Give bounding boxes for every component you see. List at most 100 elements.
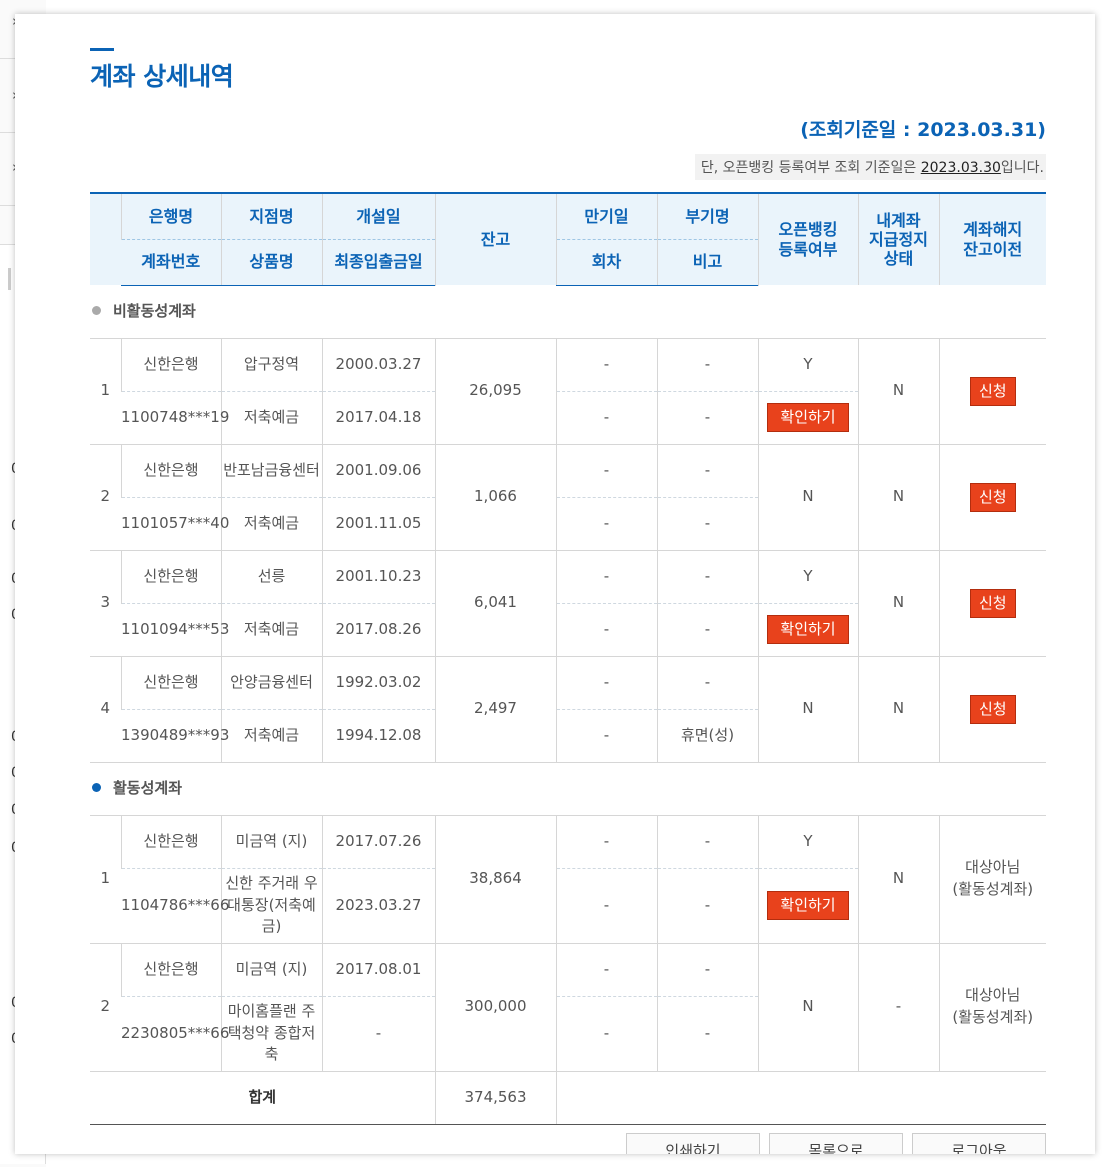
openbanking-status: Y — [757, 338, 858, 392]
balance: 26,095 — [434, 338, 556, 445]
note-suffix: 입니다. — [1000, 160, 1044, 176]
maturity: - — [555, 815, 657, 869]
apply-button[interactable]: 신청 — [969, 482, 1016, 512]
transfer-cell: 신청 — [938, 444, 1046, 551]
apply-button[interactable]: 신청 — [969, 588, 1016, 618]
account-table: 은행명 지점명 개설일 잔고 만기일 부기명 오픈뱅킹 등록여부 내계좌 지급정지 상… — [90, 192, 1046, 1125]
confirm-button[interactable]: 확인하기 — [767, 891, 849, 920]
remark: - — [656, 868, 758, 944]
account-number: 2230805***66 — [121, 996, 229, 1072]
maturity: - — [555, 943, 657, 997]
not-applicable-reason: (활동성계좌) — [952, 1008, 1034, 1026]
opened-date: 1992.03.02 — [321, 656, 435, 710]
bank-name: 신한은행 — [120, 338, 221, 392]
col-subname: 부기명 — [656, 192, 758, 240]
row-no: 2 — [90, 943, 121, 1072]
transfer-cell: 신청 — [938, 656, 1046, 763]
subname: - — [656, 338, 758, 392]
branch-name: 선릉 — [220, 550, 322, 604]
col-product: 상품명 — [220, 239, 322, 286]
table-header: 은행명 지점명 개설일 잔고 만기일 부기명 오픈뱅킹 등록여부 내계좌 지급정지 상… — [90, 192, 1046, 286]
round: - — [555, 709, 657, 763]
col-branch: 지점명 — [220, 192, 322, 240]
remark: 휴면(성) — [656, 709, 758, 763]
bank-name: 신한은행 — [120, 550, 221, 604]
bank-name: 신한은행 — [120, 656, 221, 710]
note-date: 2023.03.30 — [920, 160, 1001, 176]
suspend-status: N — [857, 550, 939, 657]
account-number: 1101094***53 — [121, 603, 229, 657]
openbanking-confirm-cell: 확인하기 — [757, 391, 858, 445]
col-no — [90, 192, 121, 285]
not-applicable-reason: (활동성계좌) — [952, 880, 1034, 898]
apply-button[interactable]: 신청 — [969, 376, 1016, 406]
round: - — [555, 497, 657, 551]
table-row: 2 신한은행 반포남금융센터 2001.09.06 1,066 - - N N … — [90, 444, 1046, 551]
col-transfer: 계좌해지 잔고이전 — [938, 192, 1046, 285]
row-no: 1 — [90, 815, 121, 944]
product-name: 저축예금 — [220, 709, 322, 763]
table-row: 3 신한은행 선릉 2001.10.23 6,041 - - Y N 신청 — [90, 550, 1046, 657]
col-remark: 비고 — [656, 239, 758, 286]
not-applicable-label: 대상아님 — [965, 858, 1021, 877]
action-buttons: 인쇄하기 목록으로 로그아웃 — [617, 1133, 1046, 1154]
suspend-status: N — [857, 656, 939, 763]
transfer-cell: 신청 — [938, 550, 1046, 657]
transfer-cell: 대상아님 (활동성계좌) — [938, 815, 1046, 944]
openbanking-note: 단, 오픈뱅킹 등록여부 조회 기준일은 2023.03.30입니다. — [694, 154, 1046, 180]
bank-name: 신한은행 — [120, 943, 221, 997]
print-button[interactable]: 인쇄하기 — [626, 1133, 760, 1154]
apply-button[interactable]: 신청 — [969, 694, 1016, 724]
table-row: 1104786***66 신한 주거래 우대통장(저축예금) 2023.03.2… — [90, 868, 1046, 944]
balance: 1,066 — [434, 444, 556, 551]
logout-button[interactable]: 로그아웃 — [912, 1133, 1046, 1154]
transfer-cell: 신청 — [938, 338, 1046, 445]
table-row: 1100748***19 저축예금 2017.04.18 - - 확인하기 — [90, 391, 1046, 445]
row-no: 1 — [90, 338, 121, 445]
maturity: - — [555, 550, 657, 604]
confirm-button[interactable]: 확인하기 — [767, 403, 849, 432]
openbanking-status: N — [757, 656, 858, 763]
col-suspend-line3: 상태 — [883, 249, 914, 269]
table-row: 4 신한은행 안양금융센터 1992.03.02 2,497 - - N N 신… — [90, 656, 1046, 763]
account-number: 1100748***19 — [121, 391, 229, 445]
table-row: 2 신한은행 미금역 (지) 2017.08.01 300,000 - - N … — [90, 943, 1046, 1072]
balance: 2,497 — [434, 656, 556, 763]
col-account-no: 계좌번호 — [121, 239, 221, 286]
list-button[interactable]: 목록으로 — [769, 1133, 903, 1154]
branch-name: 안양금융센터 — [220, 656, 322, 710]
title-accent-bar — [90, 48, 114, 51]
confirm-button[interactable]: 확인하기 — [767, 615, 849, 644]
section-inactive: 비활동성계좌 — [90, 285, 1046, 339]
bank-name: 신한은행 — [120, 815, 221, 869]
branch-name: 반포남금융센터 — [220, 444, 322, 498]
total-row: 합계 374,563 — [90, 1070, 1046, 1125]
branch-name: 미금역 (지) — [220, 815, 322, 869]
openbanking-status: Y — [757, 550, 858, 604]
table-row: 1390489***93 저축예금 1994.12.08 - 휴면(성) — [90, 709, 1046, 763]
col-openbanking: 오픈뱅킹 등록여부 — [757, 192, 858, 285]
last-tx-date: - — [321, 996, 435, 1072]
maturity: - — [555, 444, 657, 498]
last-tx-date: 2001.11.05 — [321, 497, 435, 551]
last-tx-date: 2017.08.26 — [321, 603, 435, 657]
col-opened: 개설일 — [321, 192, 435, 240]
col-transfer-line2: 잔고이전 — [963, 239, 1023, 259]
table-row: 2230805***66 마이홈플랜 주택청약 종합저축 - - - — [90, 996, 1046, 1072]
subname: - — [656, 444, 758, 498]
row-no: 3 — [90, 550, 121, 657]
col-last-tx: 최종입출금일 — [321, 239, 435, 286]
maturity: - — [555, 656, 657, 710]
remark: - — [656, 996, 758, 1072]
suspend-status: N — [857, 444, 939, 551]
round: - — [555, 996, 657, 1072]
product-name: 저축예금 — [220, 391, 322, 445]
remark: - — [656, 391, 758, 445]
last-tx-date: 2023.03.27 — [321, 868, 435, 944]
balance: 38,864 — [434, 815, 556, 944]
bank-name: 신한은행 — [120, 444, 221, 498]
product-name: 신한 주거래 우대통장(저축예금) — [220, 868, 322, 944]
round: - — [555, 868, 657, 944]
sidebar-bar — [8, 268, 11, 290]
suspend-status: - — [857, 943, 939, 1072]
